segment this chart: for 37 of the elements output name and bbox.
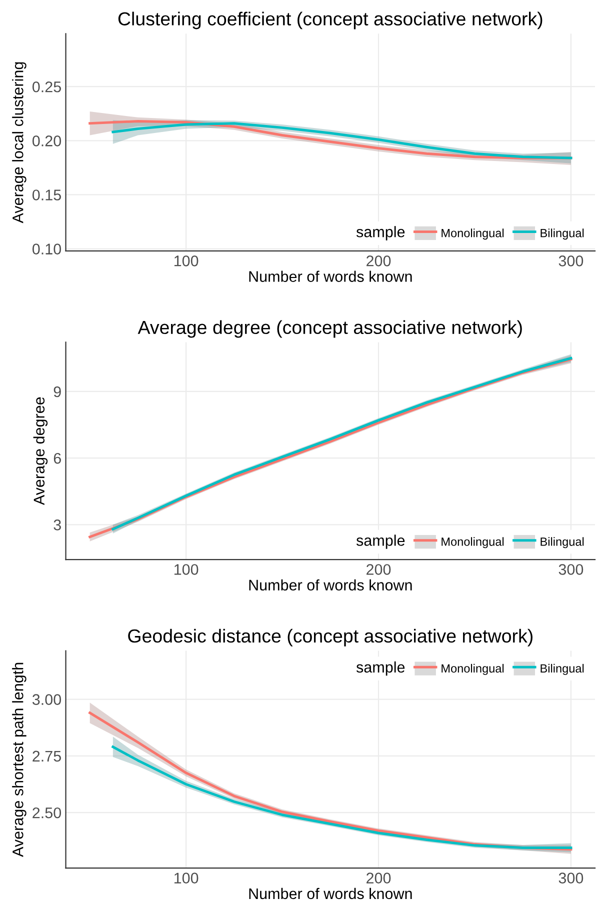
y-tick-label: 2.50 bbox=[32, 807, 62, 818]
x-tick-label: 300 bbox=[558, 872, 584, 884]
chart-title: Clustering coefficient (concept associative network) bbox=[118, 12, 542, 30]
x-axis-title: Number of words known bbox=[249, 270, 412, 282]
y-tick-label: 3.00 bbox=[32, 694, 62, 705]
y-tick-label: 3 bbox=[54, 520, 61, 530]
legend-label: Monolingual bbox=[442, 664, 504, 675]
y-axis-title: Average shortest path length bbox=[12, 662, 26, 857]
x-axis-title: Number of words known bbox=[249, 579, 412, 591]
y-axis-title: Average degree bbox=[33, 397, 48, 506]
legend-label: Bilingual bbox=[540, 537, 584, 548]
legend-title: sample bbox=[356, 534, 405, 549]
legend-label: Monolingual bbox=[442, 537, 504, 548]
legend-label: Monolingual bbox=[442, 228, 504, 240]
chart-title: Geodesic distance (concept associative network) bbox=[128, 628, 532, 646]
y-tick-label: 0.10 bbox=[32, 244, 62, 254]
x-tick-label: 100 bbox=[174, 256, 198, 266]
y-tick-label: 6 bbox=[54, 452, 61, 464]
legend-title: sample bbox=[356, 661, 405, 676]
x-tick-label: 200 bbox=[366, 872, 391, 884]
y-tick-label: 0.25 bbox=[32, 81, 61, 92]
x-tick-label: 200 bbox=[366, 564, 391, 575]
x-axis-title: Number of words known bbox=[249, 888, 412, 900]
x-tick-label: 300 bbox=[558, 564, 584, 575]
x-tick-label: 100 bbox=[174, 564, 198, 575]
legend-title: sample bbox=[356, 226, 405, 240]
chart-title: Average degree (concept associative network) bbox=[138, 320, 522, 338]
x-tick-label: 200 bbox=[366, 256, 391, 266]
y-tick-label: 9 bbox=[54, 386, 61, 398]
y-tick-label: 2.75 bbox=[32, 750, 61, 762]
y-axis-title: Average local clustering bbox=[12, 62, 26, 224]
legend-label: Bilingual bbox=[540, 664, 584, 675]
x-tick-label: 300 bbox=[558, 256, 584, 266]
legend-label: Bilingual bbox=[540, 228, 584, 240]
y-tick-label: 0.20 bbox=[32, 136, 62, 146]
y-tick-label: 0.15 bbox=[32, 190, 61, 200]
x-tick-label: 100 bbox=[174, 872, 198, 884]
